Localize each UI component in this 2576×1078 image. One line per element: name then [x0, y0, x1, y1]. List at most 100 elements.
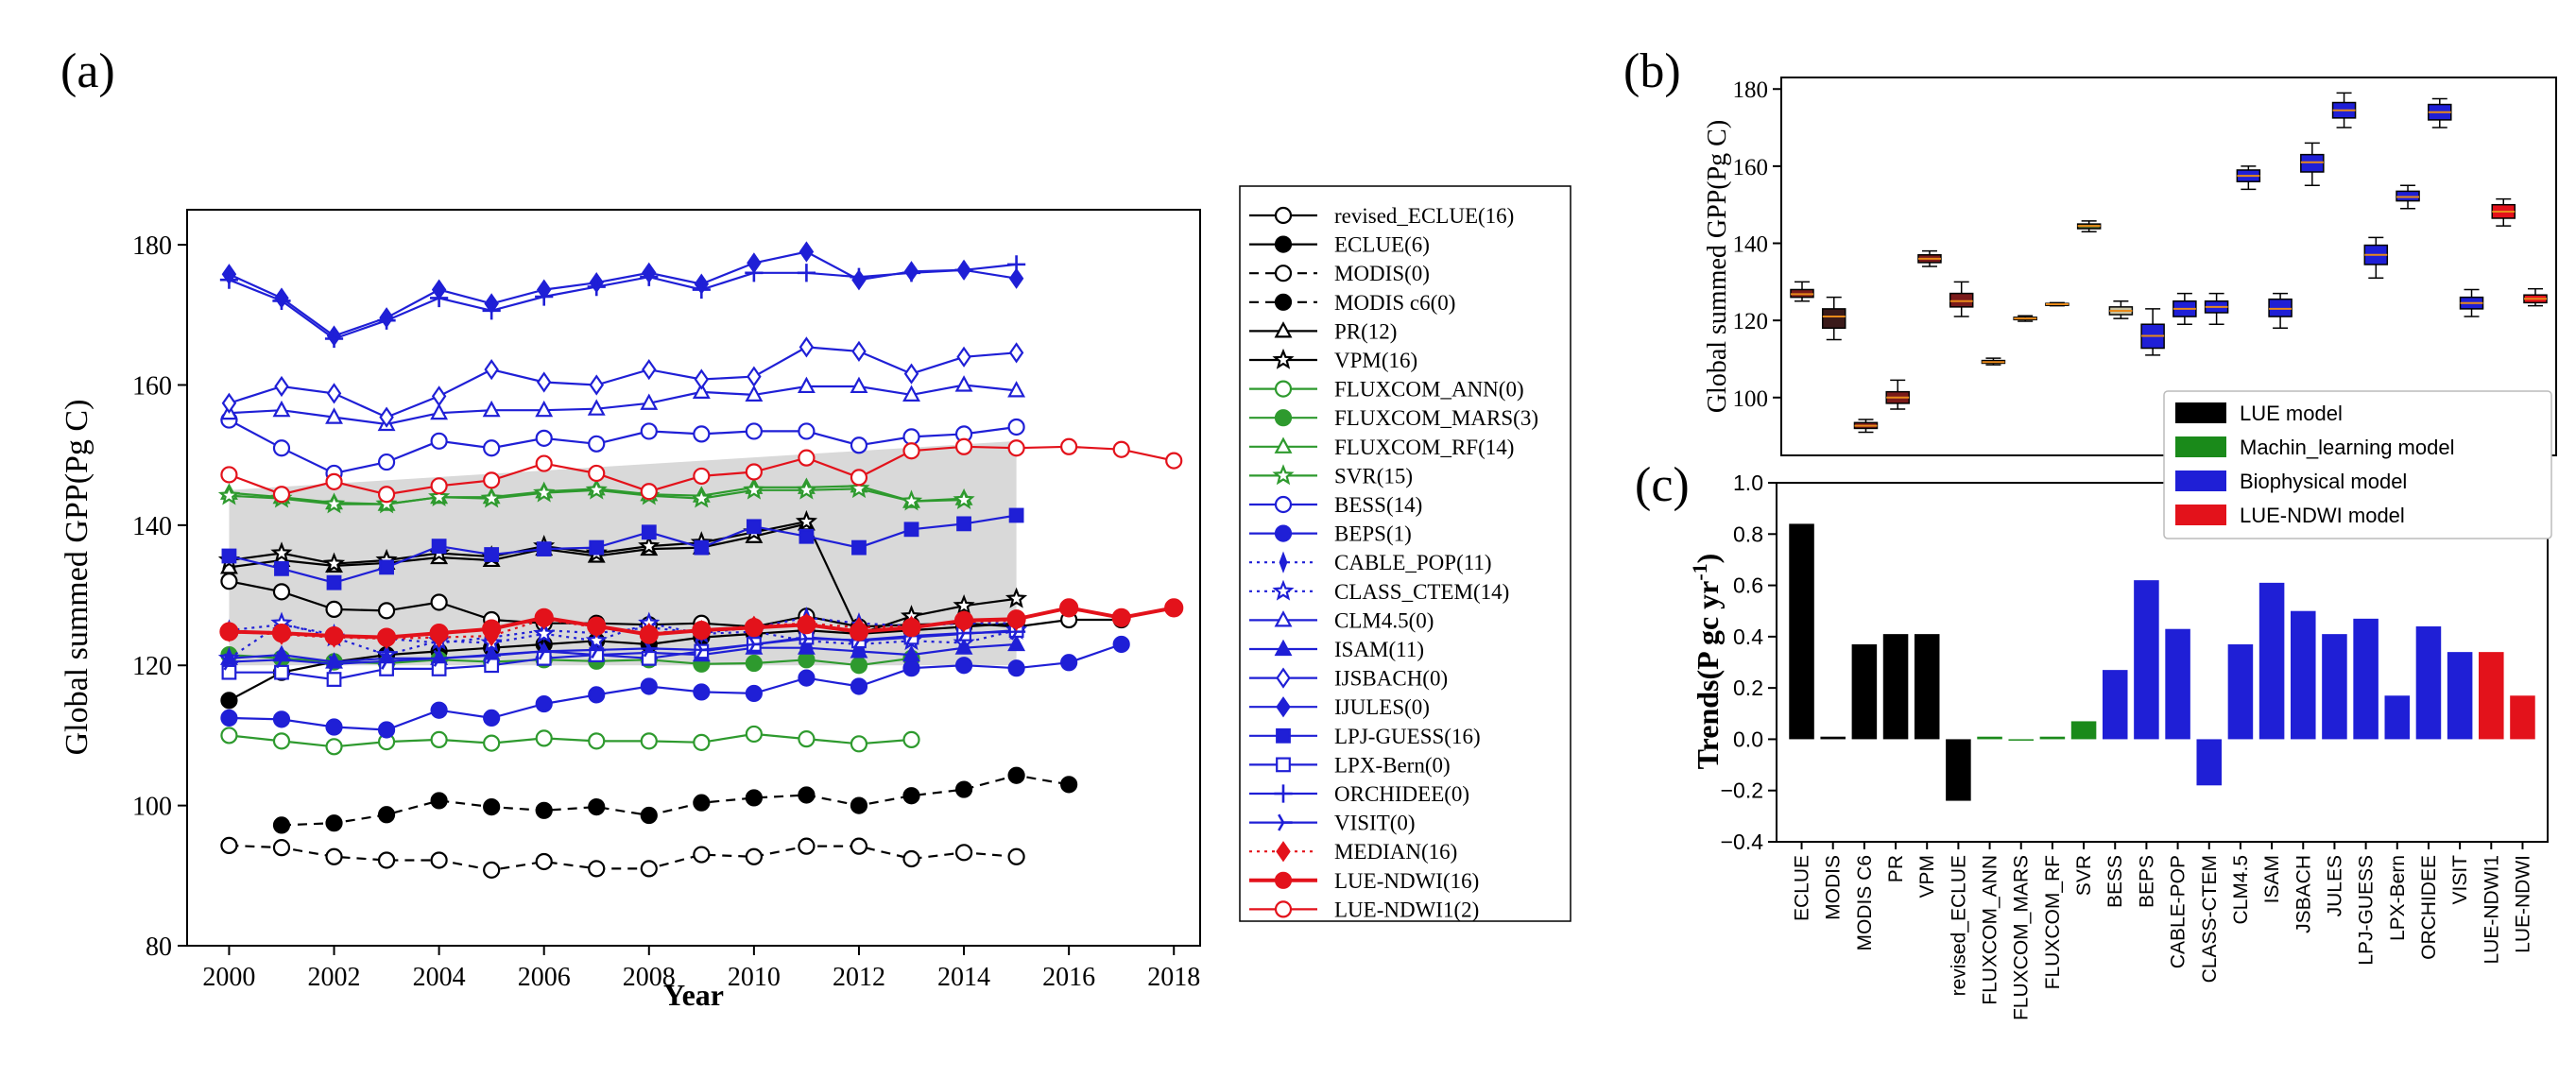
panel-c-label: (c)	[1635, 458, 1690, 512]
series-beps-1-point	[1007, 659, 1025, 677]
series-clm4-5-0-point	[850, 376, 868, 394]
panel-c-bar-group	[1789, 523, 2535, 801]
series-fluxcom-ann-0-point	[850, 735, 868, 753]
series-lue-ndwi-16-point	[797, 615, 816, 635]
box-jules	[2331, 92, 2357, 128]
series-beps-1-point	[902, 659, 920, 677]
box-modis-body	[1821, 308, 1846, 330]
series-fluxcom-ann-0-point	[220, 727, 238, 744]
panel-c-x-tick-label: VPM	[1916, 855, 1938, 898]
series-modis-c6-0-point	[483, 798, 501, 816]
series-svr-15-point	[585, 478, 608, 500]
series-clm4-5-0-point	[797, 376, 816, 394]
series-clm4-5-0-point	[325, 407, 343, 424]
panel-a-x-tick-label: 2008	[623, 963, 676, 992]
legend-a-class-ctem-14-marker	[1272, 579, 1295, 601]
series-beps-1-point	[954, 657, 973, 675]
box-isam	[2268, 292, 2293, 330]
series-lpj-guess-16-point	[694, 539, 710, 556]
series-svr-15-point	[480, 487, 503, 508]
panel-a-x-axis-label: Year	[663, 978, 724, 1012]
series-lpx-bern-0-point	[274, 664, 289, 680]
series-fluxcom-ann-0-point	[588, 732, 606, 750]
bar-lue-ndwi	[2510, 695, 2535, 740]
series-lpj-guess-16-point	[221, 548, 237, 564]
series-modis-c6-0-point	[798, 786, 816, 804]
series-visit-0-line	[229, 630, 1017, 665]
series-clm4-5-0	[219, 375, 1026, 432]
series-lue-ndwi1-2-point	[798, 449, 816, 467]
box-cable-pop	[2172, 292, 2197, 325]
series-modis-c6-0-point	[1060, 776, 1078, 794]
series-beps-1-point	[850, 677, 868, 695]
series-lue-ndwi1-2-point	[430, 477, 448, 495]
series-modis-0-point	[745, 847, 763, 865]
box-svr	[2076, 220, 2102, 233]
box-fluxcom-rf	[2045, 301, 2069, 307]
legend-a-lpx-bern-0-marker	[1276, 757, 1291, 773]
series-ijsbach-0-point	[221, 392, 237, 414]
series-lpx-bern-0-point	[641, 650, 657, 666]
box-fluxcom-mars	[2013, 315, 2037, 322]
panel-c-y-tick-label: 0.6	[1733, 573, 1763, 598]
panel-c-x-tick-label: LPJ-GUESS	[2356, 855, 2378, 966]
series-lpj-guess-16-point	[641, 524, 657, 540]
series-lue-ndwi-16	[219, 598, 1184, 647]
series-ijsbach-0-point	[589, 374, 604, 396]
series-lpj-guess-16-point	[1008, 507, 1024, 523]
series-ijsbach-0-point	[1008, 342, 1024, 364]
series-lue-ndwi-16-point	[1111, 607, 1131, 627]
series-modis-c6-0-point	[1007, 766, 1025, 784]
series-vpm-16-point	[638, 534, 661, 556]
series-beps-1-point	[220, 709, 238, 727]
series-clm4-5-0-point	[587, 399, 606, 416]
panel-c-x-tick-label: JULES	[2324, 855, 2345, 916]
legend-a-lue-ndwi-16-marker	[1274, 871, 1293, 889]
series-beps-1-point	[483, 709, 501, 727]
series-lpx-bern-0-line	[229, 629, 1017, 681]
legend-a-median-16-label: MEDIAN(16)	[1334, 840, 1457, 864]
legend-a-lue-ndwi1-2-marker	[1274, 900, 1293, 918]
panel-a-x-tick-label: 2012	[833, 963, 885, 992]
series-modis-0-point	[798, 837, 816, 855]
series-beps-1-point	[1060, 654, 1078, 672]
series-revised-eclue-16-point	[377, 602, 396, 620]
series-orchidee-0-point	[430, 288, 449, 308]
series-vpm-16-point	[322, 552, 346, 573]
series-modis-c6-0-point	[588, 798, 606, 816]
series-clm4-5-0-point	[902, 385, 920, 402]
series-fluxcom-ann-0-point	[640, 732, 658, 750]
series-beps-1-point	[535, 694, 553, 713]
legend-a-eclue-6-marker	[1274, 235, 1293, 253]
series-modis-0-point	[902, 849, 920, 868]
series-vpm-16-point	[270, 541, 293, 563]
series-lue-ndwi-16-point	[1164, 598, 1184, 618]
bar-isam	[2258, 582, 2285, 740]
panel-a-y-tick-label: 100	[132, 793, 172, 822]
series-lpj-guess-16-line	[229, 514, 1017, 584]
bar-visit	[2447, 652, 2473, 740]
box-pr	[1885, 379, 1910, 410]
legend-a-lue-ndwi-16-label: LUE-NDWI(16)	[1334, 869, 1479, 893]
panel-c-y-tick-label: −0.2	[1721, 779, 1763, 803]
series-fluxcom-ann-0-point	[535, 729, 553, 747]
series-clm4-5-0-point	[535, 400, 554, 418]
legend-a-median-16-marker	[1276, 841, 1291, 863]
series-modis-c6-0-point	[272, 816, 291, 834]
series-svr-15-point	[848, 477, 870, 499]
series-svr-15	[217, 477, 975, 514]
legend-c-swatch-machin-learning-model	[2175, 436, 2226, 457]
series-lpj-guess-16	[221, 507, 1024, 590]
series-modis-0-point	[850, 837, 868, 855]
series-orchidee-0-point	[272, 291, 291, 311]
panel-c-x-tick-label: JSBACH	[2293, 855, 2314, 933]
series-isam-11-point	[1007, 634, 1026, 652]
panel-c-y-tick-label: −0.4	[1721, 830, 1764, 854]
series-lue-ndwi1-2-point	[1112, 440, 1130, 458]
series-modis-0-point	[430, 851, 448, 869]
legend-a-modis-c6-0-label: MODIS c6(0)	[1334, 291, 1455, 315]
series-orchidee-0	[219, 255, 1026, 349]
legend-a-fluxcom-rf-14-marker	[1274, 436, 1293, 453]
panel-b-label: (b)	[1623, 44, 1681, 98]
